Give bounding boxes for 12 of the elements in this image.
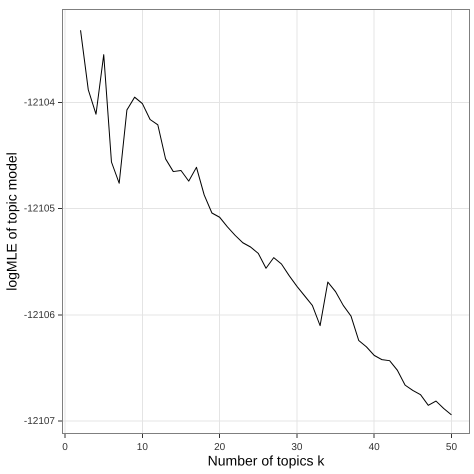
- y-tick-label: -12107: [24, 416, 56, 427]
- x-tick-label: 50: [446, 442, 458, 453]
- x-tick-label: 30: [291, 442, 303, 453]
- x-tick-label: 20: [214, 442, 226, 453]
- y-tick-label: -12105: [24, 204, 56, 214]
- y-axis-title: logMLE of topic model: [3, 152, 20, 291]
- x-tick-label: 40: [368, 442, 380, 453]
- x-axis-title: Number of topics k: [208, 452, 326, 468]
- y-tick-label: -12106: [24, 310, 56, 321]
- x-tick-label: 0: [62, 442, 68, 453]
- y-tick-label: -12104: [24, 97, 56, 108]
- x-tick-label: 10: [136, 442, 148, 453]
